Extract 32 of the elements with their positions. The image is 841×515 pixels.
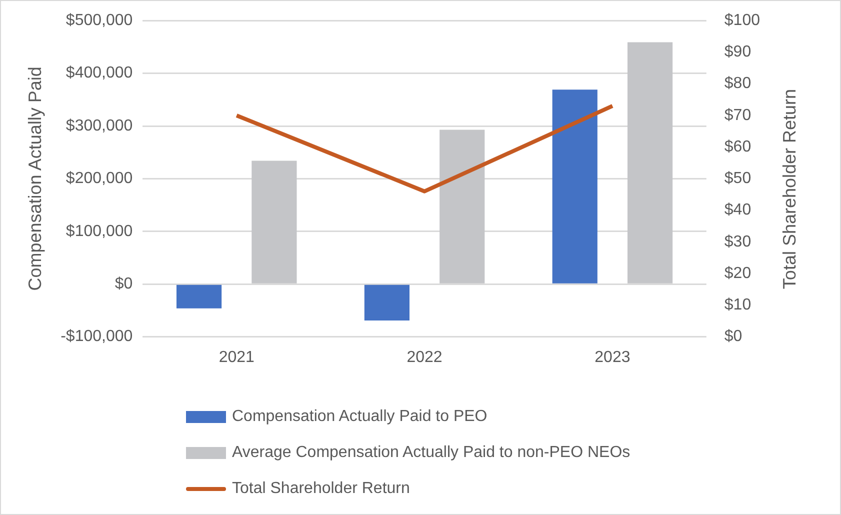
- y2-tick-label: $40: [724, 202, 752, 219]
- legend-label: Compensation Actually Paid to PEO: [232, 408, 488, 426]
- bar: [364, 284, 410, 320]
- bar: [252, 160, 297, 284]
- y2-tick-label: $0: [724, 328, 742, 346]
- x-tick-label: 2023: [594, 348, 630, 366]
- y-tick-label: $100,000: [66, 222, 133, 240]
- bar: [552, 90, 598, 284]
- y-axis-title: Compensation Actually Paid: [24, 66, 45, 291]
- y2-tick-label: $90: [724, 44, 752, 61]
- y2-tick-label: $30: [724, 233, 752, 250]
- y-tick-label: $300,000: [66, 117, 133, 134]
- y-tick-label: $0: [114, 276, 133, 293]
- y2-tick-label: $80: [724, 75, 752, 92]
- y2-tick-label: $70: [724, 106, 752, 124]
- x-tick-label: 2022: [406, 348, 442, 366]
- bar: [440, 130, 485, 284]
- y-tick-label: $400,000: [66, 64, 133, 82]
- legend-label: Total Shareholder Return: [232, 480, 410, 498]
- x-tick-label: 2021: [218, 348, 255, 366]
- y2-tick-label: $50: [724, 170, 752, 188]
- legend-label: Average Compensation Actually Paid to non-PEO NEOs: [232, 444, 630, 462]
- y2-tick-label: $100: [724, 12, 760, 30]
- bar: [627, 42, 673, 284]
- y-tick-label: $500,000: [66, 12, 133, 30]
- bar: [176, 284, 222, 308]
- y-tick-label: -$100,000: [60, 328, 133, 346]
- y-tick-label: $200,000: [66, 170, 133, 188]
- y2-tick-label: $20: [724, 264, 752, 282]
- y2-tick-label: $60: [724, 138, 752, 156]
- y2-tick-label: $10: [724, 296, 752, 314]
- y2-axis-title: Total Shareholder Return: [780, 88, 800, 290]
